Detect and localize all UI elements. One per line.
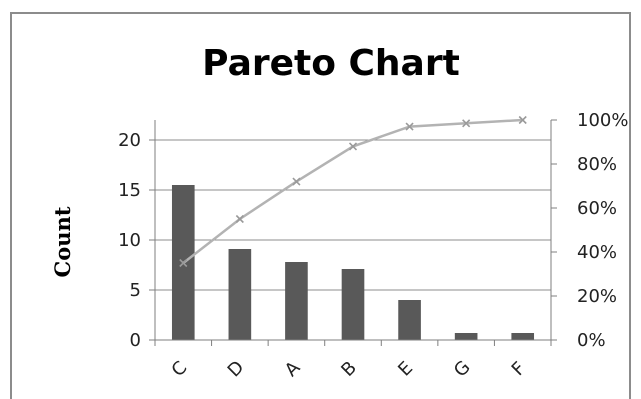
y-tick-label: 15 [118,180,141,201]
y-tick-label: 5 [130,280,141,301]
y-axis-ticks: 0 5 10 15 20 [118,130,141,351]
x-marker-stroke [405,122,414,131]
bar-series [171,185,535,340]
line-point-F [518,115,527,125]
x-tick-label: A [281,357,305,381]
y2-tick-label: 40% [577,242,617,263]
y2-tick-label: 100% [577,110,628,131]
line-point-D [235,214,244,224]
y-tick-label: 0 [130,330,141,351]
y2-axis-ticks: 0% 20% 40% 60% 80% 100% [577,110,628,351]
y2-tick-label: 20% [577,286,617,307]
bar-G [454,333,478,340]
x-marker-stroke [235,214,244,224]
x-tick-label: E [394,358,417,381]
line-point-B [348,142,358,151]
x-tick-label: B [337,357,361,381]
bar-E [398,300,421,340]
chart-title: Pareto Chart [202,43,460,84]
line-point-E [405,122,414,131]
line-point-G [462,119,471,128]
x-marker-stroke [179,258,188,268]
cumulative-line [182,118,523,264]
x-tick-label: F [508,358,530,380]
y-tick-label: 20 [118,130,141,151]
x-marker-stroke [348,142,358,151]
x-marker-stroke [292,177,301,186]
x-tick-label: D [224,357,249,382]
line-point-C [179,258,188,268]
y2-tick-label: 60% [577,198,617,219]
x-marker-stroke [462,119,471,128]
axes [149,119,557,346]
bar-F [511,333,535,340]
bar-B [341,269,365,340]
bar-A [285,262,308,340]
y2-tick-label: 0% [577,330,606,351]
y-tick-label: 10 [118,230,141,251]
cumulative-line-series [179,115,527,268]
gridlines [155,139,551,291]
y-axis-label: Count [50,206,75,277]
x-tick-label: G [450,357,475,382]
bar-D [228,249,252,340]
y2-tick-label: 80% [577,154,617,175]
x-tick-label: C [168,357,192,381]
line-point-A [292,177,301,186]
x-marker-stroke [518,115,527,125]
